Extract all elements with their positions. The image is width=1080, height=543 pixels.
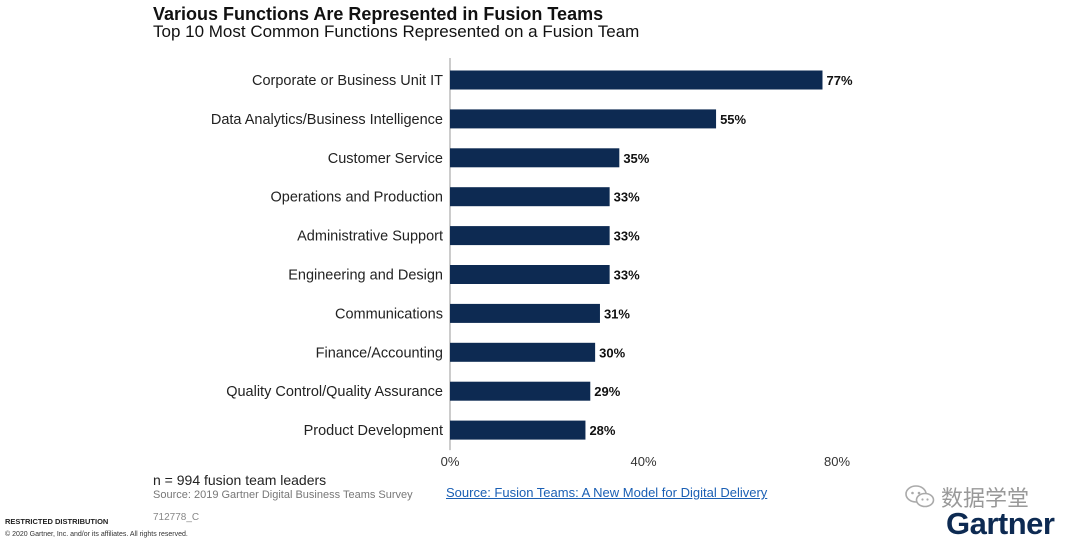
bar (450, 187, 610, 207)
chart-subtitle: Top 10 Most Common Functions Represented… (153, 22, 640, 41)
gartner-logo: Gartner (946, 506, 1055, 541)
chart-title: Various Functions Are Represented in Fus… (153, 4, 604, 24)
wechat-icon (905, 485, 935, 508)
category-label: Communications (335, 306, 443, 322)
bar (450, 420, 586, 440)
value-label: 33% (614, 229, 640, 244)
category-label: Product Development (304, 423, 443, 439)
category-label: Customer Service (328, 151, 443, 167)
category-label: Corporate or Business Unit IT (252, 73, 443, 89)
survey-source-note: Source: 2019 Gartner Digital Business Te… (153, 489, 413, 501)
wechat-watermark: 数据学堂 (905, 481, 1029, 513)
category-label: Engineering and Design (288, 268, 443, 284)
wechat-account-name: 数据学堂 (941, 487, 1030, 512)
x-tick-label: 80% (824, 454, 850, 469)
bar (450, 381, 591, 401)
value-label: 33% (614, 268, 640, 283)
copyright-notice: © 2020 Gartner, Inc. and/or its affiliat… (5, 531, 188, 538)
value-label: 35% (623, 151, 649, 166)
value-label: 77% (826, 73, 852, 88)
bar (450, 226, 610, 246)
value-label: 33% (614, 190, 640, 205)
value-label: 28% (589, 423, 615, 438)
document-code: 712778_C (153, 512, 200, 523)
value-label: 29% (594, 384, 620, 399)
sample-size-note: n = 994 fusion team leaders (153, 472, 327, 488)
bar (450, 303, 600, 323)
bar (450, 109, 717, 129)
category-label: Operations and Production (271, 190, 444, 206)
x-tick-label: 40% (630, 454, 656, 469)
value-label: 55% (720, 112, 746, 127)
category-label: Data Analytics/Business Intelligence (211, 112, 443, 128)
bar (450, 70, 823, 90)
source-link[interactable]: Source: Fusion Teams: A New Model for Di… (446, 485, 768, 500)
value-label: 30% (599, 345, 625, 360)
bar (450, 148, 620, 168)
x-tick-label: 0% (441, 454, 460, 469)
bar (450, 342, 596, 362)
restricted-distribution-label: RESTRICTED DISTRIBUTION (5, 517, 109, 526)
value-label: 31% (604, 306, 630, 321)
category-label: Finance/Accounting (316, 345, 443, 361)
category-label: Quality Control/Quality Assurance (226, 384, 443, 400)
bar (450, 265, 610, 284)
category-label: Administrative Support (297, 229, 443, 245)
